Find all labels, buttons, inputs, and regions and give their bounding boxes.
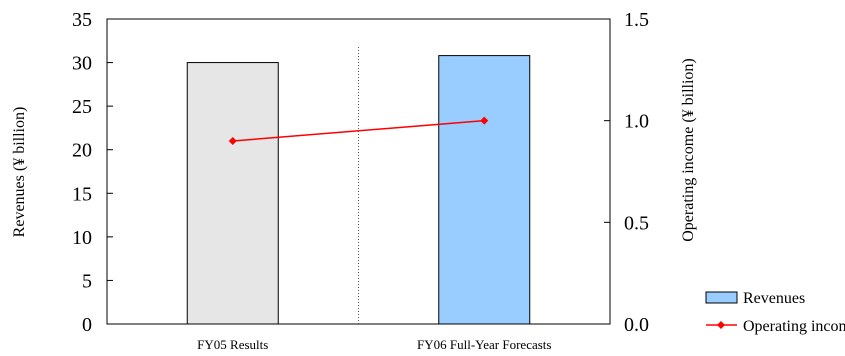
y-right-tick-label-3: 1.5 [624, 9, 649, 31]
x-axis-category-labels: FY05 Results FY06 Full-Year Forecasts [197, 337, 551, 352]
operating-income-line-group [228, 116, 489, 145]
legend-operating-income-marker [717, 321, 725, 329]
y-left-tick-label-6: 30 [72, 53, 92, 75]
y-left-tick-label-7: 35 [72, 9, 92, 31]
y-axis-left-label: Revenues (¥ billion) [11, 107, 28, 238]
legend-operating-income-label: Operating income [743, 318, 845, 335]
legend-revenues-swatch [705, 291, 738, 304]
bars-group [186, 55, 531, 325]
y-right-tick-label-0: 0.0 [624, 314, 649, 336]
x-category-label-0: FY05 Results [197, 337, 268, 352]
y-right-tick-label-2: 1.0 [624, 111, 649, 133]
y-axis-left-ticks: 0 5 10 15 20 25 30 35 [72, 9, 113, 336]
legend: Revenues Operating income [705, 290, 845, 335]
legend-revenues-label: Revenues [743, 290, 805, 307]
y-right-tick-label-1: 0.5 [624, 212, 649, 234]
x-category-label-1: FY06 Full-Year Forecasts [417, 337, 551, 352]
y-left-tick-label-3: 15 [72, 183, 92, 205]
y-axis-right-label: Operating income (¥ billion) [680, 58, 697, 242]
y-left-tick-label-2: 10 [72, 227, 92, 249]
y-axis-right-ticks: 0.0 0.5 1.0 1.5 [604, 9, 649, 336]
operating-income-point-0 [228, 137, 237, 145]
bar-revenues-0 [186, 62, 279, 325]
bar-revenues-1 [438, 55, 531, 325]
y-left-tick-label-0: 0 [82, 314, 92, 336]
y-left-tick-label-4: 20 [72, 140, 92, 162]
y-left-tick-label-5: 25 [72, 96, 92, 118]
operating-income-line [232, 119, 485, 142]
operating-income-point-1 [480, 116, 489, 125]
y-left-tick-label-1: 5 [82, 270, 92, 292]
